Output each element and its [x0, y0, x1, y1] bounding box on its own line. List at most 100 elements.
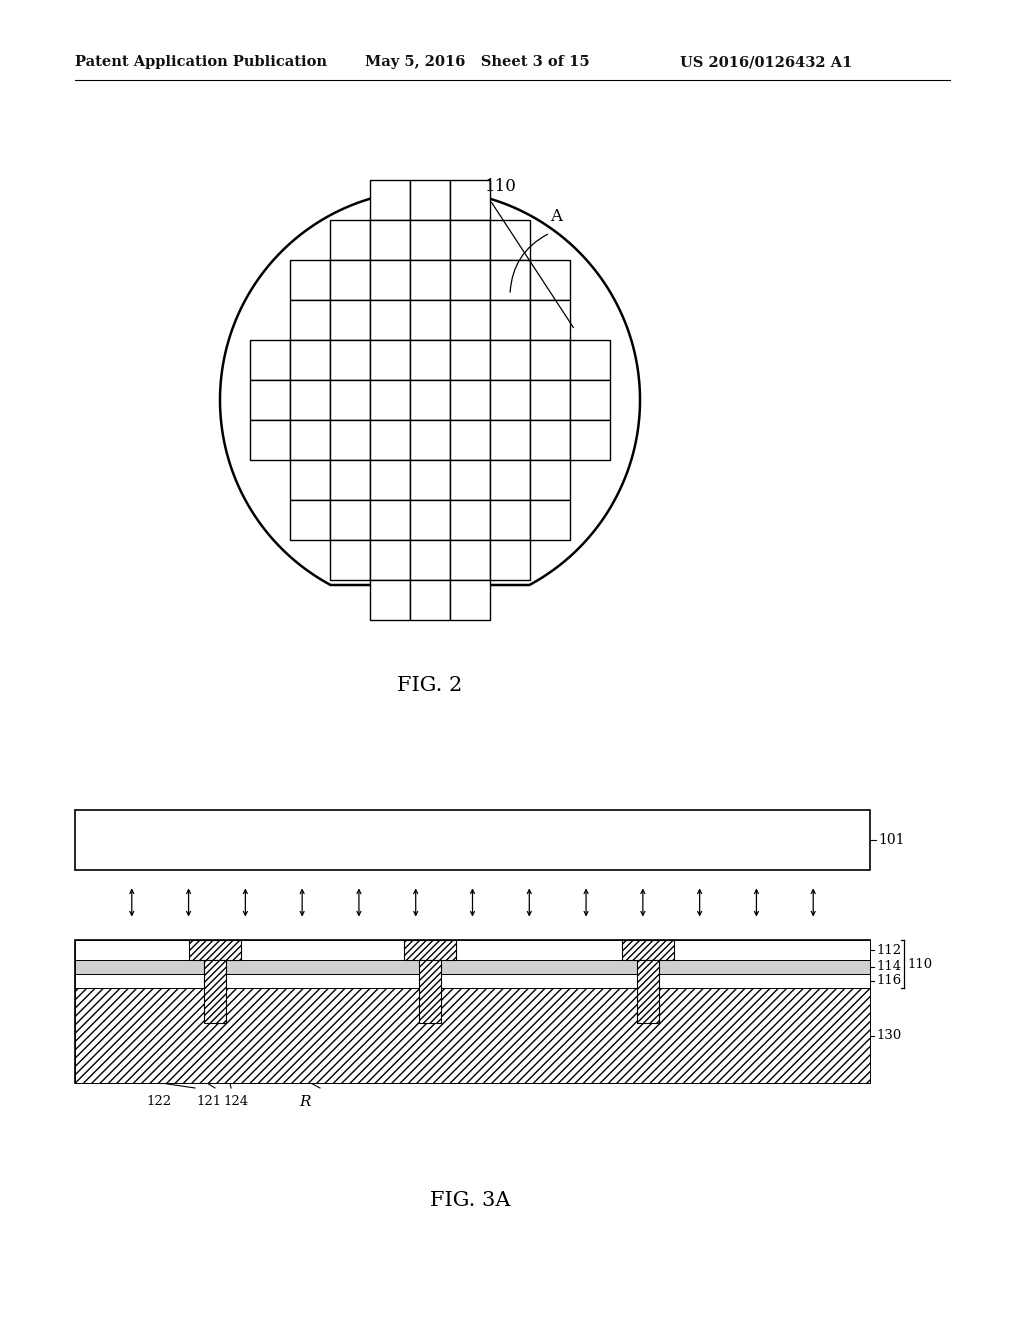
Bar: [530, 500, 570, 540]
Bar: [419, 960, 441, 1023]
Bar: [250, 380, 290, 420]
Bar: [330, 420, 370, 459]
Text: 114: 114: [876, 961, 901, 974]
Bar: [450, 500, 490, 540]
Bar: [204, 960, 226, 1023]
Bar: [490, 260, 530, 300]
Bar: [530, 380, 570, 420]
Text: 110: 110: [485, 178, 517, 195]
Bar: [450, 180, 490, 220]
Text: 121: 121: [197, 1096, 221, 1107]
Bar: [330, 500, 370, 540]
Bar: [290, 300, 330, 341]
Bar: [330, 341, 370, 380]
Bar: [250, 420, 290, 459]
Bar: [330, 300, 370, 341]
Bar: [370, 459, 410, 500]
Bar: [490, 459, 530, 500]
Bar: [410, 260, 450, 300]
Bar: [330, 540, 370, 579]
Bar: [370, 180, 410, 220]
Bar: [75, 987, 870, 1082]
Bar: [530, 300, 570, 341]
Bar: [75, 810, 870, 870]
Text: 112: 112: [876, 944, 901, 957]
Bar: [410, 500, 450, 540]
Text: Patent Application Publication: Patent Application Publication: [75, 55, 327, 69]
Bar: [410, 459, 450, 500]
Text: FIG. 3A: FIG. 3A: [430, 1191, 510, 1210]
Bar: [490, 380, 530, 420]
Bar: [570, 380, 610, 420]
Bar: [404, 940, 456, 960]
Bar: [450, 579, 490, 620]
Bar: [75, 940, 870, 960]
Text: 110: 110: [907, 957, 932, 970]
Bar: [410, 180, 450, 220]
Bar: [290, 380, 330, 420]
Bar: [370, 579, 410, 620]
Bar: [530, 260, 570, 300]
Bar: [410, 220, 450, 260]
Bar: [530, 420, 570, 459]
Text: 101: 101: [878, 833, 904, 847]
Bar: [450, 420, 490, 459]
Bar: [370, 300, 410, 341]
Bar: [189, 940, 241, 960]
Bar: [450, 341, 490, 380]
Bar: [570, 341, 610, 380]
Bar: [490, 300, 530, 341]
Bar: [410, 579, 450, 620]
Text: R: R: [299, 1096, 310, 1109]
Bar: [622, 940, 674, 960]
Bar: [450, 540, 490, 579]
Bar: [410, 420, 450, 459]
Bar: [410, 380, 450, 420]
Bar: [370, 380, 410, 420]
Bar: [204, 960, 226, 1023]
Polygon shape: [220, 190, 640, 585]
Text: 130: 130: [876, 1030, 901, 1041]
Bar: [419, 960, 441, 1023]
Bar: [290, 260, 330, 300]
Bar: [450, 220, 490, 260]
Text: 116: 116: [876, 974, 901, 987]
Bar: [290, 341, 330, 380]
Bar: [490, 500, 530, 540]
Text: 124: 124: [223, 1096, 249, 1107]
Bar: [450, 260, 490, 300]
Bar: [404, 940, 456, 960]
Text: FIG. 2: FIG. 2: [397, 676, 463, 696]
Bar: [410, 341, 450, 380]
Bar: [530, 341, 570, 380]
Bar: [410, 300, 450, 341]
Bar: [490, 220, 530, 260]
Bar: [330, 380, 370, 420]
Bar: [75, 974, 870, 987]
Bar: [75, 960, 870, 974]
Bar: [370, 220, 410, 260]
Bar: [450, 380, 490, 420]
Bar: [637, 960, 659, 1023]
Bar: [370, 341, 410, 380]
Bar: [370, 500, 410, 540]
Bar: [370, 420, 410, 459]
Bar: [330, 220, 370, 260]
Bar: [330, 260, 370, 300]
Bar: [75, 940, 870, 1082]
Bar: [490, 420, 530, 459]
Bar: [570, 420, 610, 459]
Bar: [637, 960, 659, 1023]
Bar: [75, 987, 870, 1082]
Bar: [622, 940, 674, 960]
Bar: [330, 459, 370, 500]
Bar: [490, 540, 530, 579]
Text: US 2016/0126432 A1: US 2016/0126432 A1: [680, 55, 852, 69]
Bar: [450, 300, 490, 341]
Text: A: A: [550, 209, 562, 224]
Bar: [450, 459, 490, 500]
Bar: [530, 459, 570, 500]
Bar: [370, 540, 410, 579]
Bar: [290, 459, 330, 500]
Text: May 5, 2016   Sheet 3 of 15: May 5, 2016 Sheet 3 of 15: [365, 55, 590, 69]
